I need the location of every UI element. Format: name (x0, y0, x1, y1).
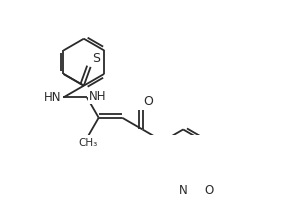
Text: HN: HN (44, 91, 61, 104)
Text: CH₃: CH₃ (78, 138, 98, 148)
Text: O: O (204, 184, 213, 197)
Text: N: N (179, 184, 188, 197)
Text: O: O (178, 211, 188, 212)
Text: O: O (144, 95, 154, 108)
Text: S: S (92, 52, 100, 65)
Text: NH: NH (89, 90, 107, 103)
